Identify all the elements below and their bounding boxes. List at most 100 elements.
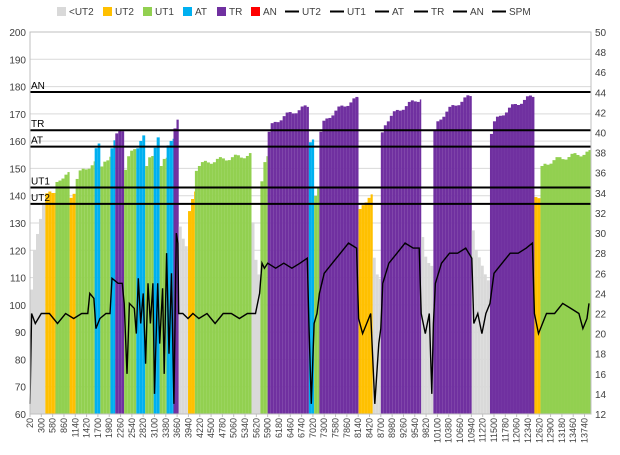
hr-bar-ut1 — [219, 157, 222, 414]
x-axis-tick-label: 13740 — [580, 418, 590, 443]
right-axis-tick-label: 30 — [595, 229, 607, 240]
hr-bar-ut1 — [76, 179, 79, 414]
hr-bar-ut1 — [240, 158, 243, 414]
hr-bar-ut2 — [70, 198, 73, 414]
hr-bar-tr — [436, 121, 439, 414]
left-axis-tick-label: 180 — [9, 83, 26, 94]
x-axis-tick-label: 5900 — [263, 418, 273, 438]
hr-bar-at — [157, 137, 160, 414]
legend-label: UT1 — [347, 7, 366, 18]
x-axis-tick-label: 6180 — [274, 418, 284, 438]
hr-bar-ut1 — [549, 164, 552, 414]
x-axis-tick-label: 7300 — [319, 418, 329, 438]
hr-bar-tr — [493, 121, 496, 414]
hr-bar-tr — [445, 112, 448, 414]
x-axis-tick-label: 12620 — [534, 418, 544, 443]
legend-label: UT1 — [155, 7, 174, 18]
legend-label: TR — [431, 7, 444, 18]
x-axis-tick-label: 9820 — [421, 418, 431, 438]
x-axis-tick-label: 13180 — [557, 418, 567, 443]
hr-bar-tr — [496, 117, 499, 414]
hr-bar-ut2 — [194, 191, 195, 414]
x-axis-tick-label: 9260 — [398, 418, 408, 438]
x-axis-tick-label: 4500 — [206, 418, 216, 438]
x-axis-tick-label: 1140 — [70, 418, 80, 437]
zone-line-label: TR — [31, 119, 44, 130]
hr-bar-ut1 — [555, 157, 558, 414]
right-axis-tick-label: 20 — [595, 330, 607, 341]
hr-bar-below-ut2 — [185, 246, 188, 414]
right-axis-tick-label: 12 — [595, 410, 607, 421]
hr-bar-tr — [463, 97, 466, 414]
right-axis-tick-label: 16 — [595, 370, 607, 381]
x-axis-tick-label: 11780 — [500, 418, 510, 442]
zone-line-label: AN — [31, 81, 45, 92]
hr-bar-ut1 — [570, 154, 573, 414]
hr-bar-tr — [289, 112, 292, 414]
x-axis-tick-label: 9540 — [410, 418, 420, 438]
left-axis-tick-label: 90 — [15, 328, 27, 339]
x-axis-tick-label: 1700 — [93, 418, 103, 438]
legend-label: UT2 — [115, 7, 134, 18]
hr-bar-ut1 — [213, 162, 216, 414]
hr-bar-below-ut2 — [251, 222, 254, 414]
x-axis-tick-label: 20 — [25, 418, 35, 428]
left-axis-tick-label: 100 — [9, 301, 26, 312]
x-axis-tick-label: 300 — [36, 418, 46, 433]
hr-bar-ut2 — [51, 193, 54, 414]
hr-bar-below-ut2 — [478, 257, 481, 414]
hr-bar-ut2 — [188, 211, 191, 414]
left-axis-tick-label: 130 — [9, 219, 26, 230]
hr-bar-ut1 — [82, 169, 85, 414]
hr-bar-tr — [511, 104, 514, 414]
legend-label: SPM — [509, 7, 531, 18]
x-axis-tick-label: 2260 — [116, 418, 126, 438]
legend-label: AT — [392, 7, 404, 18]
hr-bar-ut1 — [55, 182, 58, 414]
x-axis-tick-label: 1980 — [104, 418, 114, 438]
hr-bar-ut1 — [237, 155, 240, 414]
x-axis-tick-label: 12340 — [523, 418, 533, 443]
hr-bar-ut1 — [234, 155, 237, 414]
right-axis-tick-label: 18 — [595, 350, 607, 361]
hr-bar-ut1 — [210, 164, 213, 414]
hr-bar-ut1 — [201, 162, 204, 414]
right-axis-tick-label: 22 — [595, 309, 607, 320]
hr-bar-tr — [121, 131, 124, 414]
left-axis-tick-label: 120 — [9, 246, 26, 257]
hr-bar-ut1 — [266, 156, 267, 414]
x-axis-tick-label: 580 — [48, 418, 58, 433]
x-axis-tick-label: 7020 — [308, 418, 318, 438]
right-axis-tick-label: 48 — [595, 48, 607, 59]
left-axis-tick-label: 190 — [9, 55, 26, 66]
hr-bar-tr — [346, 106, 349, 414]
hr-bar-tr — [295, 113, 298, 414]
x-axis-tick-label: 2820 — [138, 418, 148, 438]
x-axis-tick-label: 10100 — [432, 418, 442, 443]
hr-bar-ut2 — [45, 193, 48, 414]
x-axis-tick-label: 12900 — [546, 418, 556, 443]
hr-bar-below-ut2 — [487, 280, 490, 414]
hr-bar-tr — [390, 116, 393, 414]
hr-bar-ut1 — [546, 165, 549, 414]
hr-bar-tr — [334, 111, 337, 414]
hr-bar-tr — [502, 115, 505, 414]
left-axis-tick-label: 200 — [9, 28, 26, 39]
hr-bar-tr — [517, 105, 520, 414]
hr-bar-ut2 — [365, 202, 368, 414]
hr-bar-ut1 — [222, 158, 225, 414]
hr-bar-ut1 — [249, 153, 252, 414]
hr-bar-ut1 — [225, 160, 228, 414]
left-axis-tick-label: 80 — [15, 355, 27, 366]
hr-bar-ut2 — [48, 192, 51, 415]
x-axis-tick-label: 8980 — [387, 418, 397, 438]
hr-bar-ut1 — [246, 156, 249, 414]
legend-swatch — [251, 7, 260, 16]
hr-bar-ut2 — [537, 198, 540, 414]
x-axis-tick-label: 13460 — [568, 418, 578, 443]
legend-swatch — [57, 7, 66, 16]
legend-label: <UT2 — [69, 7, 94, 18]
x-axis-tick-label: 3660 — [172, 418, 182, 438]
hr-bar-tr — [393, 111, 396, 414]
